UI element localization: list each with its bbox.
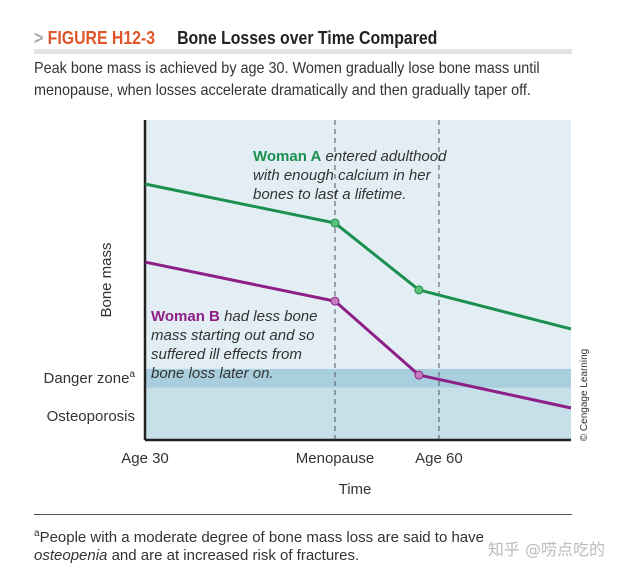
- x-axis-label: Time: [339, 481, 372, 498]
- data-point: [414, 370, 424, 380]
- annotation-line: Woman A entered adulthood: [253, 148, 447, 165]
- annotation-line: bone loss later on.: [151, 365, 274, 382]
- annotation-line: with enough calcium in her: [253, 167, 432, 184]
- x-tick-label: Age 30: [121, 450, 169, 467]
- footnote: aPeople with a moderate degree of bone m…: [34, 525, 484, 565]
- zone-0: [145, 368, 571, 388]
- footnote-text: People with a moderate degree of bone ma…: [39, 529, 484, 546]
- annotation-line: mass starting out and so: [151, 327, 314, 344]
- series-line-woman-b: [144, 260, 572, 410]
- data-point: [414, 285, 424, 295]
- series-line-woman-a: [144, 182, 572, 331]
- footnote-term: osteopenia: [34, 547, 108, 564]
- footnote-marker: a: [34, 528, 40, 539]
- data-point: [330, 296, 340, 306]
- figure-label: FIGURE H12-3: [47, 28, 156, 48]
- header-rule: [34, 49, 572, 54]
- zone-1: [145, 387, 571, 440]
- zone-label: Danger zonea: [44, 369, 136, 387]
- footnote-rule: [34, 514, 572, 515]
- credit-label: © Cengage Learning: [579, 349, 590, 441]
- y-axis-label: Bone mass: [98, 242, 115, 317]
- watermark: 知乎 @唠点吃的: [487, 540, 605, 559]
- x-tick-label: Age 60: [415, 450, 463, 467]
- footnote-rest: and are at increased risk of fractures.: [107, 547, 360, 564]
- figure-caption: Peak bone mass is achieved by age 30. Wo…: [34, 60, 540, 99]
- figure-title: Bone Losses over Time Compared: [177, 28, 438, 48]
- annotation-line: Woman B had less bone: [151, 308, 317, 325]
- arrow-icon: >: [34, 28, 44, 48]
- annotation-line: suffered ill effects from: [151, 346, 302, 363]
- x-tick-label: Menopause: [296, 450, 374, 467]
- annotation-line: bones to last a lifetime.: [253, 186, 406, 203]
- zone-label: Osteoporosis: [47, 408, 135, 425]
- data-point: [330, 218, 340, 228]
- figure-header: > FIGURE H12-3 Bone Losses over Time Com…: [34, 28, 437, 49]
